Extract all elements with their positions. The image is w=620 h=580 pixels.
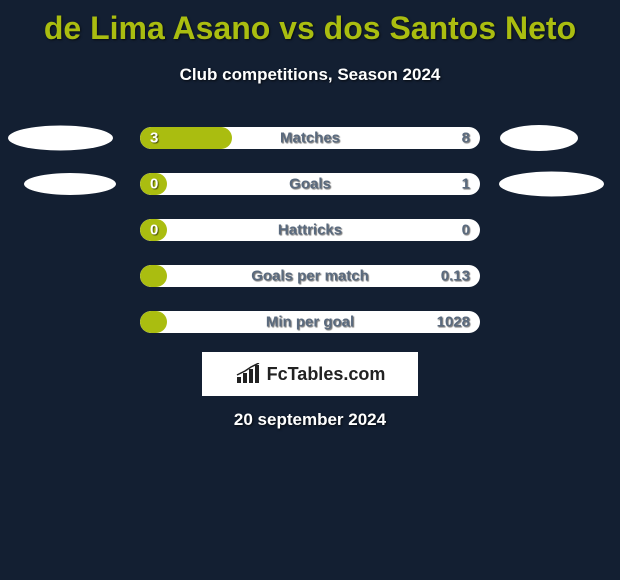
stat-bar-fill <box>140 265 167 287</box>
stat-row: Goals per match 0.13 <box>0 253 620 299</box>
stat-bar: Min per goal 1028 <box>140 311 480 333</box>
stat-bar: Goals per match 0.13 <box>140 265 480 287</box>
stat-row: Min per goal 1028 <box>0 299 620 345</box>
right-value: 0.13 <box>441 268 470 285</box>
site-logo: FcTables.com <box>202 352 418 396</box>
right-ellipse <box>499 172 604 197</box>
stat-bar-fill <box>140 311 167 333</box>
right-value: 1 <box>462 176 470 193</box>
stat-bar: 0 Goals 1 <box>140 173 480 195</box>
right-ellipse <box>500 125 578 151</box>
stat-row: 0 Hattricks 0 <box>0 207 620 253</box>
comparison-card: de Lima Asano vs dos Santos Neto Club co… <box>0 0 620 580</box>
page-title: de Lima Asano vs dos Santos Neto <box>0 0 620 47</box>
stat-label: Min per goal <box>266 314 354 331</box>
stat-label: Goals <box>289 176 331 193</box>
right-value: 8 <box>462 130 470 147</box>
left-ellipse <box>24 173 116 195</box>
stat-row: 0 Goals 1 <box>0 161 620 207</box>
stat-rows: 3 Matches 8 0 Goals 1 0 Hattricks 0 Goals per mat… <box>0 115 620 345</box>
logo-text: FcTables.com <box>267 364 386 385</box>
left-ellipse <box>8 126 113 151</box>
right-value: 0 <box>462 222 470 239</box>
stat-bar: 0 Hattricks 0 <box>140 219 480 241</box>
left-value: 3 <box>150 130 158 147</box>
bar-chart-icon <box>235 363 263 385</box>
snapshot-date: 20 september 2024 <box>234 410 386 430</box>
stat-bar: 3 Matches 8 <box>140 127 480 149</box>
left-value: 0 <box>150 176 158 193</box>
stat-label: Goals per match <box>251 268 369 285</box>
right-value: 1028 <box>437 314 470 331</box>
stat-label: Hattricks <box>278 222 342 239</box>
stat-label: Matches <box>280 130 340 147</box>
left-value: 0 <box>150 222 158 239</box>
stat-row: 3 Matches 8 <box>0 115 620 161</box>
subtitle: Club competitions, Season 2024 <box>0 65 620 85</box>
